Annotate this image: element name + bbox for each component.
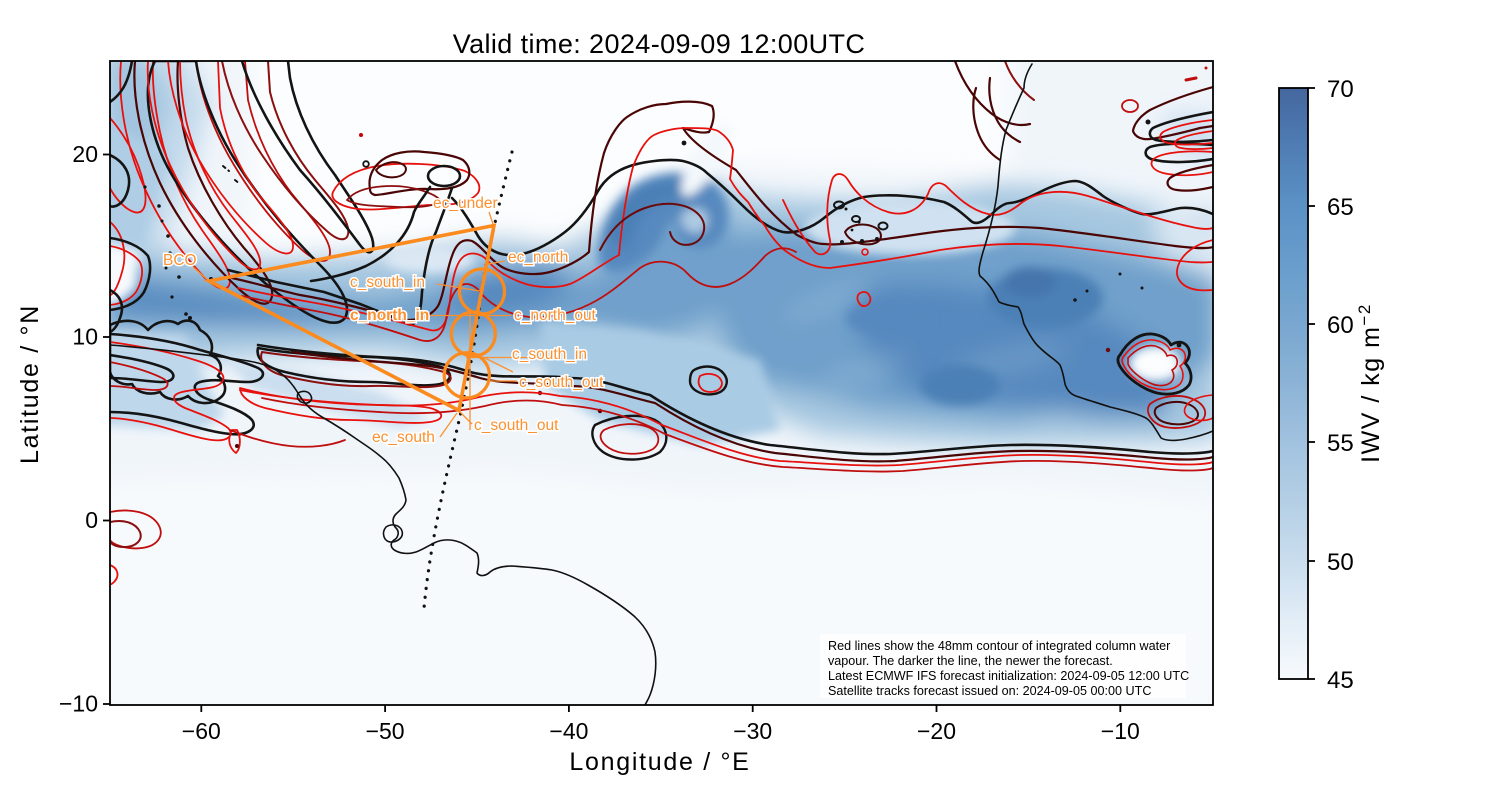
- svg-text:−60: −60: [182, 718, 221, 744]
- svg-text:45: 45: [1327, 667, 1354, 694]
- svg-text:−50: −50: [366, 718, 405, 744]
- svg-text:c_north_out: c_north_out: [514, 307, 597, 324]
- svg-text:c_south_in: c_south_in: [350, 274, 425, 291]
- svg-text:Red lines show the 48mm contou: Red lines show the 48mm contour of integ…: [828, 639, 1170, 653]
- svg-text:−40: −40: [549, 718, 588, 744]
- svg-text:vapour. The darker the line, t: vapour. The darker the line, the newer t…: [828, 654, 1113, 668]
- svg-text:55: 55: [1327, 430, 1354, 457]
- svg-text:c_south_in: c_south_in: [512, 346, 587, 363]
- svg-text:Latest ECMWF IFS forecast init: Latest ECMWF IFS forecast initialization…: [828, 669, 1189, 683]
- svg-text:c_south_out: c_south_out: [474, 417, 559, 434]
- svg-text:−30: −30: [733, 718, 772, 744]
- svg-text:ec_south: ec_south: [372, 429, 435, 446]
- svg-text:IWV / kg m−2: IWV / kg m−2: [1355, 303, 1385, 463]
- svg-text:c_south_out: c_south_out: [519, 374, 604, 391]
- svg-text:−10: −10: [1101, 718, 1140, 744]
- svg-text:20: 20: [72, 141, 98, 167]
- svg-text:Longitude / °E: Longitude / °E: [569, 748, 750, 776]
- svg-text:Latitude / °N: Latitude / °N: [16, 304, 44, 464]
- svg-text:ec_north: ec_north: [508, 249, 568, 266]
- svg-text:c_north_in: c_north_in: [350, 307, 429, 324]
- svg-text:10: 10: [72, 324, 98, 350]
- svg-text:Valid time: 2024-09-09 12:00UT: Valid time: 2024-09-09 12:00UTC: [453, 29, 866, 59]
- svg-text:BCO: BCO: [163, 252, 197, 269]
- svg-text:0: 0: [85, 507, 98, 533]
- svg-text:50: 50: [1327, 549, 1354, 576]
- svg-text:−10: −10: [59, 691, 98, 717]
- svg-text:ec_under: ec_under: [433, 195, 498, 212]
- svg-text:70: 70: [1327, 76, 1354, 103]
- svg-text:60: 60: [1327, 312, 1354, 339]
- svg-text:Satellite tracks forecast issu: Satellite tracks forecast issued on: 202…: [828, 684, 1151, 698]
- svg-text:−20: −20: [917, 718, 956, 744]
- svg-text:65: 65: [1327, 194, 1354, 221]
